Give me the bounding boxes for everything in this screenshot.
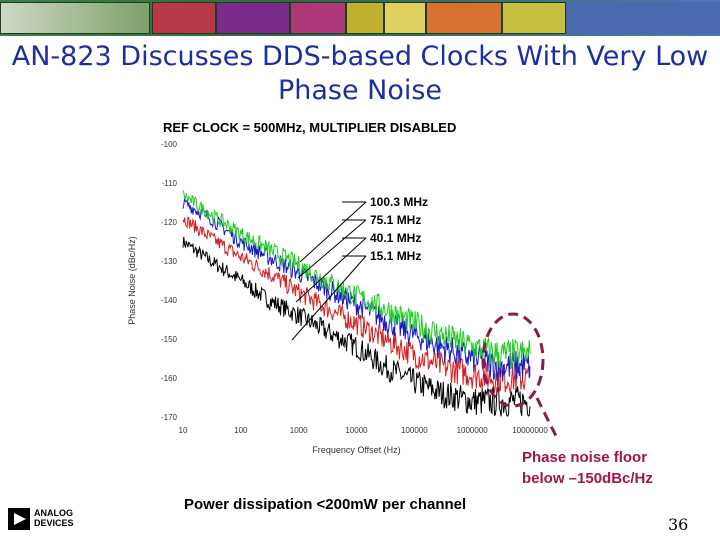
series-line-15-1-mhz: [182, 236, 531, 417]
noise-floor-highlight: [481, 312, 545, 408]
banner-tile-blank: [566, 2, 720, 34]
x-tick-label: 10000000: [512, 426, 548, 435]
slide-title: AN-823 Discusses DDS-based Clocks With V…: [11, 41, 709, 106]
legend-leader-line: [295, 237, 367, 303]
legend-label: 40.1 MHz: [370, 231, 421, 245]
callout-connector: [535, 397, 560, 441]
y-tick-label: -120: [161, 218, 178, 227]
y-tick-label: -140: [161, 296, 178, 305]
x-tick-label: 1000: [290, 426, 308, 435]
y-tick-label: -160: [161, 374, 178, 383]
callout-line-1: Phase noise floor: [522, 449, 648, 466]
chart-title: REF CLOCK = 500MHz, MULTIPLIER DISABLED: [163, 120, 457, 135]
x-tick-label: 1000000: [457, 426, 489, 435]
y-tick-label: -100: [161, 140, 178, 149]
banner-tile-amplifiers-text: [152, 2, 216, 34]
callout-line-2: below –150dBc/Hz: [522, 470, 653, 487]
series-line-75-1-mhz: [182, 197, 531, 382]
y-tick-label: -130: [161, 257, 178, 266]
x-tick-label: 100: [234, 426, 248, 435]
logo-triangle-icon: [8, 508, 30, 530]
legend-leader-line: [291, 255, 367, 341]
logo-line-1: ANALOG: [34, 508, 73, 518]
header-banner: [0, 0, 720, 36]
phase-noise-callout: Phase noise floor below –150dBc/Hz: [522, 447, 653, 489]
banner-tile-amplifiers: [0, 2, 150, 34]
banner-tile-converters: [502, 2, 566, 34]
y-tick-label: -110: [162, 179, 178, 188]
page-number: 36: [668, 515, 689, 534]
series-line-100-3-mhz: [182, 190, 531, 369]
footer-text: Power dissipation <200mW per channel: [184, 496, 467, 513]
banner-tile-power: [216, 2, 290, 34]
banner-tile-misc: [426, 2, 502, 34]
legend-label: 15.1 MHz: [370, 249, 421, 263]
y-axis-label: Phase Noise (dBc/Hz): [127, 236, 137, 325]
x-tick-label: 10: [179, 426, 188, 435]
logo-text: ANALOG DEVICES: [34, 508, 74, 528]
legend-label: 100.3 MHz: [370, 195, 428, 209]
x-axis-label: Frequency Offset (Hz): [312, 445, 400, 455]
x-tick-label: 100000: [401, 426, 428, 435]
y-tick-label: -170: [161, 413, 178, 422]
banner-tile-mems: [384, 2, 426, 34]
logo-line-2: DEVICES: [34, 518, 74, 528]
legend-leader-line: [299, 201, 367, 263]
analog-devices-logo: ANALOG DEVICES: [8, 502, 98, 532]
banner-tile-processors: [290, 2, 346, 34]
legend-leader-line: [297, 219, 367, 279]
y-tick-label: -150: [161, 335, 178, 344]
series-line-40-1-mhz: [182, 216, 531, 394]
legend-label: 75.1 MHz: [370, 213, 421, 227]
banner-tile-dsp: [346, 2, 384, 34]
x-tick-label: 10000: [345, 426, 368, 435]
